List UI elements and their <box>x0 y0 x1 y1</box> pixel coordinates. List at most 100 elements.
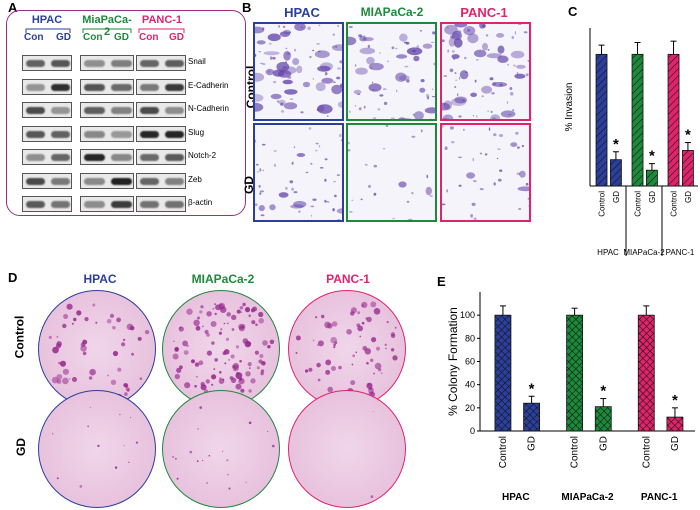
bar-label: GD <box>670 436 681 451</box>
blot-band <box>51 83 70 91</box>
group-label: HPAC <box>502 492 530 503</box>
y-tick-label: 80 <box>465 333 475 343</box>
blot-band <box>140 201 159 208</box>
blot-band <box>84 154 105 161</box>
y-tick-label: 0 <box>470 426 475 436</box>
bar-label: Control <box>570 436 581 468</box>
bar-label: GD <box>527 436 538 451</box>
blot-protein-label: N-Cadherin <box>188 104 229 113</box>
error-bar <box>612 151 619 160</box>
colony-dish <box>162 390 280 508</box>
invasion-chart: % Invasion Control * GD HPAC Control * GD MIAPaC… <box>564 28 698 257</box>
bar <box>523 402 540 432</box>
blot-band <box>111 154 132 161</box>
error-bar <box>528 395 535 404</box>
blot-strip <box>80 125 134 142</box>
error-bar <box>671 407 678 418</box>
micrograph-cells <box>348 125 433 220</box>
blot-protein-label: Slug <box>188 127 205 137</box>
bar-label: Control <box>670 191 679 217</box>
blot-band <box>84 201 105 208</box>
significance-marker: * <box>529 380 535 397</box>
colony-formation-chart: % Colony Formation 0 20 40 60 80 100 Control * GD… <box>446 292 695 503</box>
bar-label: Control <box>598 191 607 217</box>
bar-label: GD <box>684 191 693 203</box>
blot-strip <box>136 149 186 165</box>
lane-label: GD <box>114 32 129 43</box>
blot-band <box>84 60 105 67</box>
micrograph-cells <box>442 24 529 119</box>
colony-spots <box>51 406 138 488</box>
blot-strip <box>80 102 134 118</box>
bar-label: Control <box>498 436 509 468</box>
blot-band <box>111 107 132 114</box>
blot-band <box>84 83 105 91</box>
blot-band <box>26 83 45 91</box>
blot-band <box>165 83 184 91</box>
blot-band <box>165 60 184 67</box>
blot-band <box>51 154 70 161</box>
panel-a-header-hpac: HPAC <box>31 14 63 26</box>
invasion-micrograph <box>440 123 531 222</box>
bar <box>566 314 583 432</box>
panel-d-title-panc: PANC-1 <box>326 272 370 286</box>
blot-band <box>140 130 159 138</box>
panel-c-label: C <box>568 4 578 19</box>
blot-band <box>84 177 105 185</box>
colony-dish <box>162 290 280 408</box>
colony-dish <box>38 290 156 408</box>
blot-band <box>111 177 132 185</box>
error-bar <box>684 142 691 151</box>
y-tick-label: 100 <box>460 310 475 320</box>
blot-band <box>111 130 132 138</box>
blot-strip <box>22 172 72 189</box>
blot-band <box>140 60 159 67</box>
blot-band <box>165 130 184 138</box>
blot-band <box>140 177 159 185</box>
error-bar <box>634 41 641 55</box>
panel-a-header-miapaca: MiaPaCa-2 <box>82 14 132 38</box>
panel-a-frame <box>6 10 246 216</box>
invasion-micrograph <box>346 123 437 222</box>
bar-label: GD <box>648 191 657 203</box>
y-axis-label: % Invasion <box>564 83 575 132</box>
blot-band <box>26 177 45 185</box>
bar <box>594 406 612 432</box>
bar <box>682 150 694 187</box>
blot-strip <box>136 196 186 212</box>
group-label: PANC-1 <box>666 248 695 257</box>
panel-d-label: D <box>8 270 18 285</box>
panel-d-title-miapaca: MIAPaCa-2 <box>191 272 255 286</box>
blot-strip <box>22 149 72 165</box>
significance-marker: * <box>613 136 619 153</box>
blot-band <box>26 130 45 138</box>
group-label: PANC-1 <box>641 492 678 503</box>
blot-strip <box>80 172 134 189</box>
bar <box>631 53 644 187</box>
blot-band <box>165 107 184 114</box>
blot-strip <box>80 55 134 71</box>
panel-a-brackets <box>25 28 185 33</box>
invasion-micrograph <box>440 22 531 121</box>
error-bar <box>643 305 650 316</box>
blot-band <box>111 60 132 67</box>
blot-band <box>84 130 105 138</box>
blot-band <box>140 83 159 91</box>
bar-label: GD <box>612 191 621 203</box>
panel-a-label: A <box>8 0 18 15</box>
panel-b-label: B <box>242 0 252 15</box>
lane-label: GD <box>169 32 184 43</box>
panel-d-row-label-control: Control <box>12 315 27 359</box>
significance-marker: * <box>600 383 606 400</box>
error-bar <box>648 163 655 171</box>
blot-strip <box>80 149 134 165</box>
blot-band <box>111 201 132 208</box>
blot-band <box>26 60 45 67</box>
colony-dish <box>288 390 406 508</box>
blot-band <box>51 107 70 114</box>
blot-protein-label: Notch-2 <box>188 151 217 160</box>
blot-protein-label: Zeb <box>188 174 202 184</box>
significance-marker: * <box>649 148 655 165</box>
error-bar <box>598 44 605 55</box>
colony-spots <box>370 410 374 499</box>
